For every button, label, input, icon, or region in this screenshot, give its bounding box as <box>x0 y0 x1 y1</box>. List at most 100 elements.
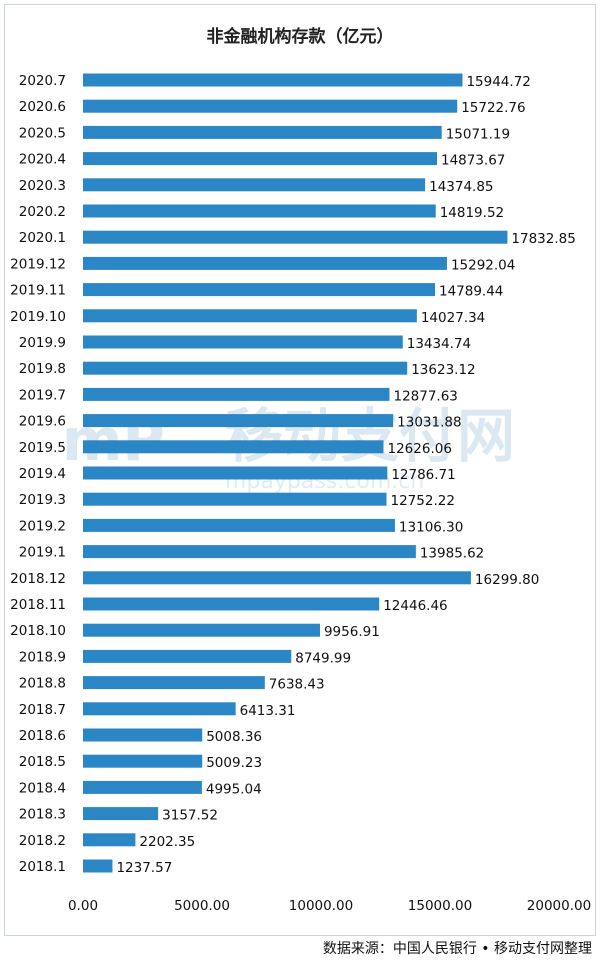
bar <box>83 754 203 768</box>
value-label: 9956.91 <box>324 624 380 640</box>
bar <box>83 545 416 559</box>
bar <box>83 73 463 87</box>
value-label: 14374.85 <box>429 179 493 195</box>
category-label: 2020.2 <box>19 204 66 220</box>
value-label: 2202.35 <box>139 834 195 850</box>
bar <box>83 833 136 847</box>
category-label: 2019.9 <box>19 335 66 351</box>
bar <box>83 702 236 716</box>
value-label: 3157.52 <box>162 808 218 824</box>
category-label: 2018.4 <box>19 780 66 796</box>
bar <box>83 623 320 637</box>
value-label: 12786.71 <box>391 467 455 483</box>
bar <box>83 230 508 244</box>
bar <box>83 676 265 690</box>
category-label: 2018.10 <box>10 623 66 639</box>
bar <box>83 335 403 349</box>
bar <box>83 256 447 270</box>
bar <box>83 283 435 297</box>
category-label: 2019.1 <box>19 545 66 561</box>
data-source: 数据来源：中国人民银行 • 移动支付网整理 <box>322 941 592 957</box>
category-label: 2018.12 <box>10 571 66 587</box>
bar <box>83 440 384 454</box>
bar <box>83 807 159 821</box>
value-label: 15071.19 <box>446 126 510 142</box>
category-label: 2020.6 <box>19 99 66 115</box>
x-tick-label: 5000.00 <box>174 898 230 914</box>
value-label: 14027.34 <box>421 310 485 326</box>
value-label: 5008.36 <box>206 729 262 745</box>
category-label: 2019.11 <box>10 283 66 299</box>
category-label: 2019.3 <box>19 492 66 508</box>
category-label: 2018.11 <box>10 597 66 613</box>
bar <box>83 361 408 375</box>
bar <box>83 466 388 480</box>
bar <box>83 649 292 663</box>
x-tick-label: 0.00 <box>68 898 98 914</box>
value-label: 14789.44 <box>439 284 503 300</box>
x-tick-label: 15000.00 <box>408 898 472 914</box>
category-label: 2019.8 <box>19 361 66 377</box>
bar <box>83 204 436 218</box>
bar <box>83 571 471 585</box>
watermark-text: 移动支付网 <box>225 402 515 470</box>
value-label: 12626.06 <box>388 441 452 457</box>
x-tick-label: 20000.00 <box>527 898 591 914</box>
value-label: 13031.88 <box>397 415 461 431</box>
value-label: 15722.76 <box>461 100 525 116</box>
x-axis: 0.00 5000.00 10000.00 15000.00 20000.00 <box>68 898 591 914</box>
category-label: 2019.6 <box>19 414 66 430</box>
value-label: 12877.63 <box>393 388 457 404</box>
x-tick-label: 10000.00 <box>289 898 353 914</box>
bar <box>83 309 417 323</box>
value-label: 1237.57 <box>116 860 172 876</box>
bar <box>83 387 390 401</box>
value-label: 4995.04 <box>206 781 262 797</box>
category-label: 2018.3 <box>19 807 66 823</box>
category-label: 2019.10 <box>10 309 66 325</box>
category-label: 2018.2 <box>19 833 66 849</box>
category-label: 2020.7 <box>19 73 66 89</box>
value-label: 5009.23 <box>206 755 262 771</box>
category-label: 2019.4 <box>19 466 66 482</box>
value-label: 13623.12 <box>411 362 475 378</box>
bar <box>83 780 202 794</box>
bar <box>83 492 387 506</box>
value-label: 15292.04 <box>451 257 515 273</box>
category-label: 2018.8 <box>19 676 66 692</box>
category-label: 2018.7 <box>19 702 66 718</box>
category-label: 2018.1 <box>19 859 66 875</box>
value-label: 13106.30 <box>399 519 463 535</box>
value-label: 12752.22 <box>391 493 455 509</box>
category-label: 2018.9 <box>19 649 66 665</box>
bar <box>83 859 113 873</box>
value-label: 15944.72 <box>466 74 530 90</box>
category-label: 2020.1 <box>19 230 66 246</box>
category-label: 2019.7 <box>19 387 66 403</box>
category-label: 2019.12 <box>10 256 66 272</box>
value-label: 13434.74 <box>407 336 471 352</box>
bars-group: 2020.7 15944.72 2020.6 15722.76 2020.5 15071.… <box>10 73 576 876</box>
bar <box>83 597 380 611</box>
bar <box>83 728 203 742</box>
value-label: 6413.31 <box>240 703 296 719</box>
category-label: 2020.5 <box>19 125 66 141</box>
category-label: 2020.3 <box>19 178 66 194</box>
category-label: 2019.2 <box>19 518 66 534</box>
bar <box>83 414 394 428</box>
category-label: 2019.5 <box>19 440 66 456</box>
value-label: 14873.67 <box>441 153 505 169</box>
category-label: 2018.6 <box>19 728 66 744</box>
category-label: 2020.4 <box>19 152 66 168</box>
bar <box>83 125 442 139</box>
value-label: 14819.52 <box>440 205 504 221</box>
bar <box>83 518 395 532</box>
bar <box>83 152 437 166</box>
bar <box>83 178 426 192</box>
value-label: 16299.80 <box>475 572 539 588</box>
bar <box>83 99 458 113</box>
value-label: 13985.62 <box>420 546 484 562</box>
value-label: 12446.46 <box>383 598 447 614</box>
value-label: 7638.43 <box>269 677 325 693</box>
